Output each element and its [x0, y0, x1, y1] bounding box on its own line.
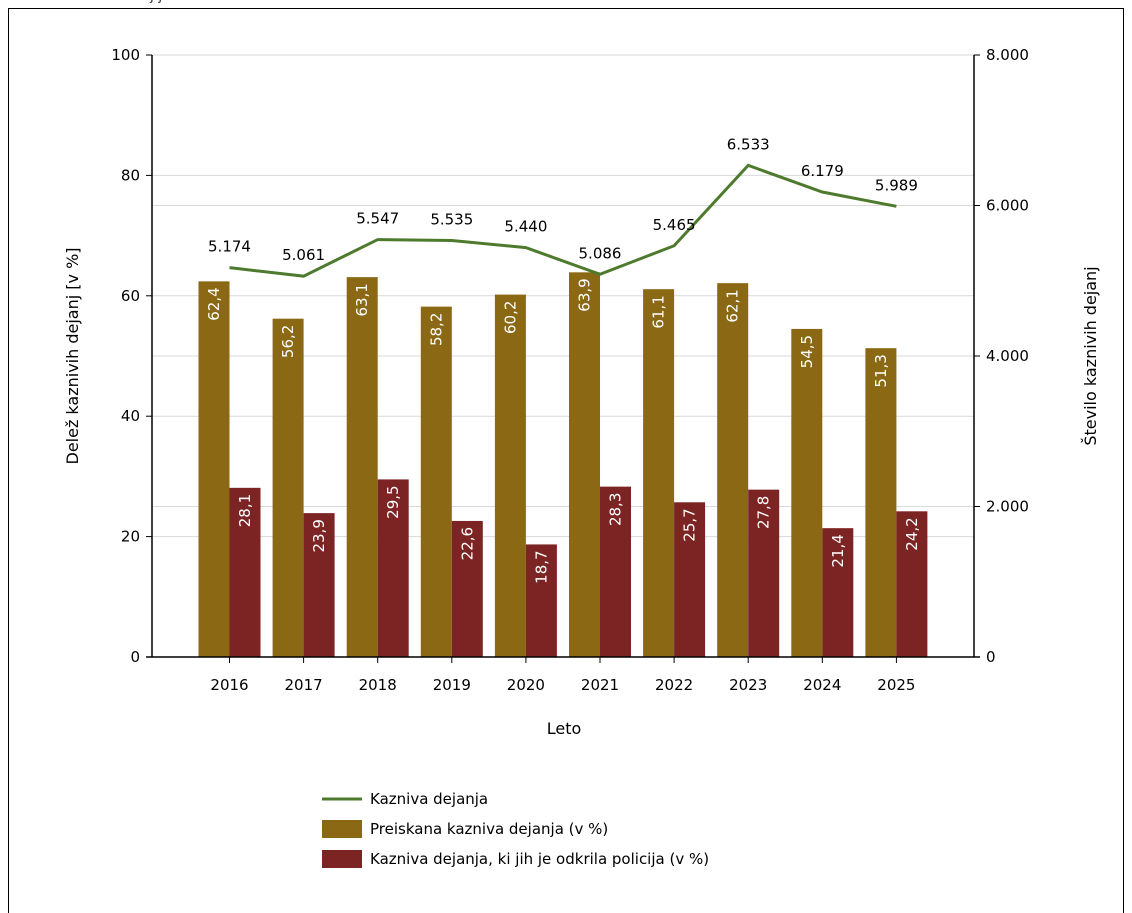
- x-tick-label: 2023: [729, 676, 767, 694]
- x-tick-label: 2022: [655, 676, 693, 694]
- labels: 62,4 28,1 2016 56,2 23,9 2017 63,1 29,5 2018 58,2…: [111, 46, 1029, 694]
- bar-preiskana: [272, 318, 304, 657]
- bar-label-odkrila-policija: 28,3: [607, 493, 625, 526]
- x-tick-label: 2017: [285, 676, 323, 694]
- line-data-label: 5.535: [430, 210, 473, 228]
- x-tick-label: 2024: [803, 676, 841, 694]
- y-tick-label-left: 80: [121, 166, 140, 184]
- bar-label-preiskana: 63,1: [353, 283, 371, 316]
- x-tick-label: 2025: [877, 676, 915, 694]
- bars: [198, 272, 928, 657]
- bar-label-preiskana: 51,3: [872, 354, 890, 387]
- line-data-label: 5.547: [356, 210, 399, 228]
- legend-label: Kazniva dejanja, ki jih je odkrila polic…: [370, 850, 709, 868]
- y-tick-label-right: 4.000: [986, 347, 1029, 365]
- bar-label-preiskana: 63,9: [576, 278, 594, 311]
- bar-label-preiskana: 54,5: [798, 335, 816, 368]
- bar-preiskana: [643, 289, 675, 657]
- top-clipped-text: j j: [0, 0, 1132, 8]
- bar-preiskana: [717, 283, 749, 657]
- legend-label: Preiskana kazniva dejanja (v %): [370, 820, 608, 838]
- chart-frame: [8, 8, 1124, 913]
- y-tick-label-left: 0: [130, 648, 140, 666]
- bar-label-preiskana: 56,2: [279, 325, 297, 358]
- bar-preiskana: [791, 328, 823, 657]
- bar-label-odkrila-policija: 18,7: [532, 550, 550, 583]
- y2-axis-title: Število kaznivih dejanj: [1081, 266, 1100, 445]
- y-tick-label-left: 20: [121, 528, 140, 546]
- bar-odkrila-policija: [525, 544, 557, 657]
- legend-swatch-box: [322, 820, 362, 838]
- axes: [146, 54, 980, 663]
- bar-label-odkrila-policija: 28,1: [236, 494, 254, 527]
- y-axis-title: Delež kaznivih dejanj [v %]: [63, 247, 82, 464]
- bar-odkrila-policija: [451, 520, 483, 657]
- bar-odkrila-policija: [748, 489, 780, 657]
- y-tick-label-left: 40: [121, 407, 140, 425]
- bar-label-odkrila-policija: 29,5: [384, 485, 402, 518]
- x-tick-label: 2016: [210, 676, 248, 694]
- line-data-label: 5.465: [653, 216, 696, 234]
- x-tick-label: 2020: [507, 676, 545, 694]
- y-tick-label-left: 100: [111, 46, 140, 64]
- bar-odkrila-policija: [674, 502, 706, 657]
- y-tick-label-right: 6.000: [986, 197, 1029, 215]
- bar-label-odkrila-policija: 24,2: [903, 517, 921, 550]
- x-tick-label: 2019: [433, 676, 471, 694]
- bar-preiskana: [420, 306, 452, 657]
- bar-preiskana: [569, 272, 600, 657]
- bar-preiskana: [865, 348, 897, 657]
- y-tick-label-right: 8.000: [986, 46, 1029, 64]
- line-data-label: 5.061: [282, 246, 325, 264]
- line-data-label: 5.440: [504, 218, 547, 236]
- bar-label-odkrila-policija: 25,7: [681, 508, 699, 541]
- x-tick-label: 2021: [581, 676, 619, 694]
- bar-label-odkrila-policija: 23,9: [310, 519, 328, 552]
- line-data-label: 6.179: [801, 162, 844, 180]
- y-tick-label-right: 0: [986, 648, 996, 666]
- bar-odkrila-policija: [600, 486, 631, 657]
- bar-label-preiskana: 62,4: [205, 287, 223, 320]
- line-data-label: 6.533: [727, 135, 770, 153]
- y-tick-label-left: 60: [121, 287, 140, 305]
- bar-odkrila-policija: [822, 528, 854, 657]
- bar-preiskana: [494, 294, 526, 657]
- bar-preiskana: [346, 277, 378, 657]
- bar-preiskana: [198, 281, 230, 657]
- legend: Kazniva dejanja Preiskana kazniva dejanja…: [322, 790, 709, 868]
- bar-label-odkrila-policija: 27,8: [755, 496, 773, 529]
- bar-label-preiskana: 58,2: [427, 313, 445, 346]
- legend-swatch-box: [322, 850, 362, 868]
- line-kazniva-dejanja: [229, 163, 897, 278]
- bar-label-preiskana: 62,1: [724, 289, 742, 322]
- legend-label: Kazniva dejanja: [370, 790, 488, 808]
- y-tick-label-right: 2.000: [986, 498, 1029, 516]
- bar-odkrila-policija: [896, 511, 928, 657]
- clipped-title-fragment: j j: [150, 0, 162, 4]
- bar-label-preiskana: 60,2: [501, 301, 519, 334]
- bar-label-preiskana: 61,1: [650, 295, 668, 328]
- line-data-label: 5.174: [208, 238, 251, 256]
- line-data-label: 5.989: [875, 176, 918, 194]
- bar-label-odkrila-policija: 21,4: [829, 534, 847, 567]
- bar-odkrila-policija: [303, 513, 335, 657]
- x-tick-label: 2018: [359, 676, 397, 694]
- bar-odkrila-policija: [377, 479, 409, 657]
- line-data-label: 5.086: [579, 244, 622, 262]
- x-axis-title: Leto: [547, 719, 582, 738]
- line-series: [229, 163, 897, 278]
- bar-odkrila-policija: [229, 487, 261, 657]
- bar-label-odkrila-policija: 22,6: [458, 527, 476, 560]
